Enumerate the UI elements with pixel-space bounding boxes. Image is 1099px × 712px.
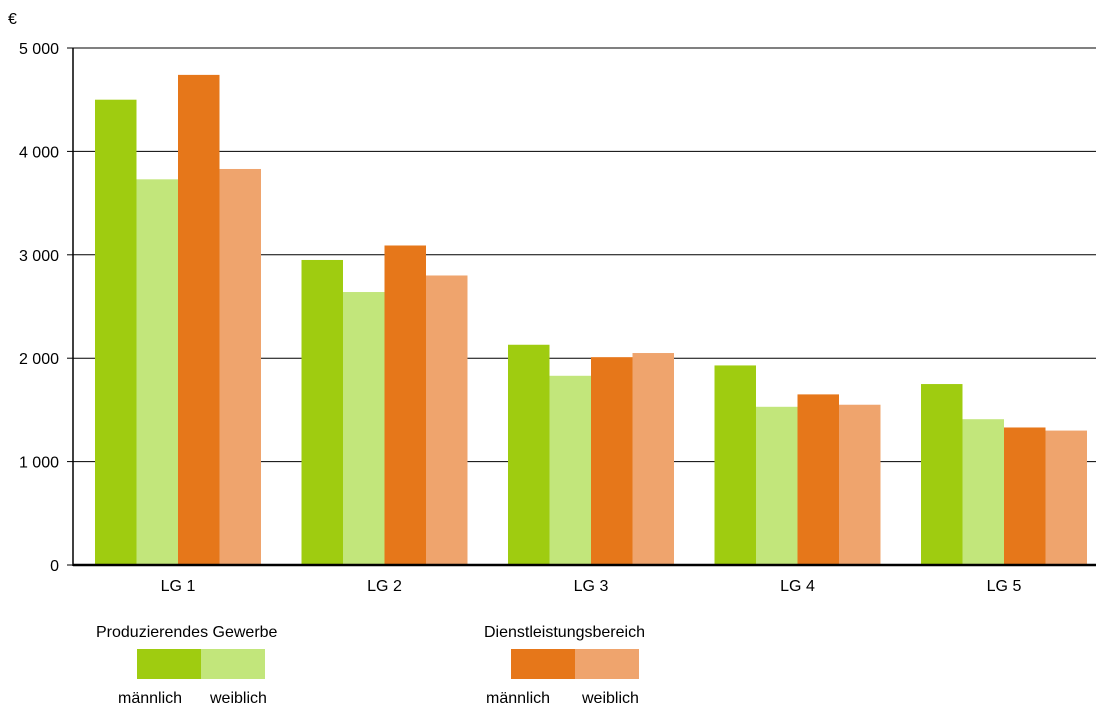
bar: [632, 353, 674, 565]
bar: [508, 344, 550, 565]
legend-swatch-male: [137, 649, 201, 679]
x-tick-label: LG 2: [367, 578, 402, 595]
x-tick-label: LG 1: [161, 578, 196, 595]
axes: [72, 48, 1096, 567]
bar: [136, 179, 178, 565]
bar: [384, 245, 426, 565]
x-tick-label: LG 5: [987, 578, 1022, 595]
legend-label-female: weiblich: [582, 690, 639, 707]
y-tick-label: 0: [50, 558, 59, 575]
legend-swatch-male: [511, 649, 575, 679]
bar: [797, 394, 839, 565]
bar: [426, 275, 468, 565]
bar: [95, 99, 137, 565]
bars: [95, 74, 1087, 565]
x-tick-label: LG 4: [780, 578, 815, 595]
x-tick-label: LG 3: [574, 578, 609, 595]
bar: [714, 365, 756, 565]
y-tick-label: 3 000: [19, 248, 59, 265]
y-tick-label: 2 000: [19, 351, 59, 368]
y-tick-label: 5 000: [19, 41, 59, 58]
y-axis-ticks: 0 1 000 2 000 3 000 4 000 5 000: [19, 41, 73, 575]
bar: [962, 419, 1004, 565]
legend-swatch-female: [201, 649, 265, 679]
bar: [343, 292, 385, 565]
bar: [301, 259, 343, 565]
bar: [591, 357, 633, 565]
bar: [219, 168, 261, 565]
bar: [549, 375, 591, 565]
y-unit-label: €: [8, 11, 17, 28]
x-axis-ticks: LG 1 LG 2 LG 3 LG 4 LG 5: [161, 578, 1022, 595]
y-tick-label: 4 000: [19, 144, 59, 161]
bar: [1045, 430, 1087, 565]
y-tick-label: 1 000: [19, 455, 59, 472]
bar: [921, 384, 963, 565]
bar: [178, 74, 220, 565]
bar: [1004, 427, 1046, 565]
legend-title: Dienstleistungsbereich: [484, 624, 645, 641]
legend-label-female: weiblich: [210, 690, 267, 707]
legend-label-male: männlich: [118, 690, 183, 707]
legend-label-male: männlich: [486, 690, 551, 707]
legend-title: Produzierendes Gewerbe: [96, 624, 278, 641]
bar: [756, 406, 798, 565]
bar: [839, 404, 881, 565]
legend-swatch-female: [575, 649, 639, 679]
